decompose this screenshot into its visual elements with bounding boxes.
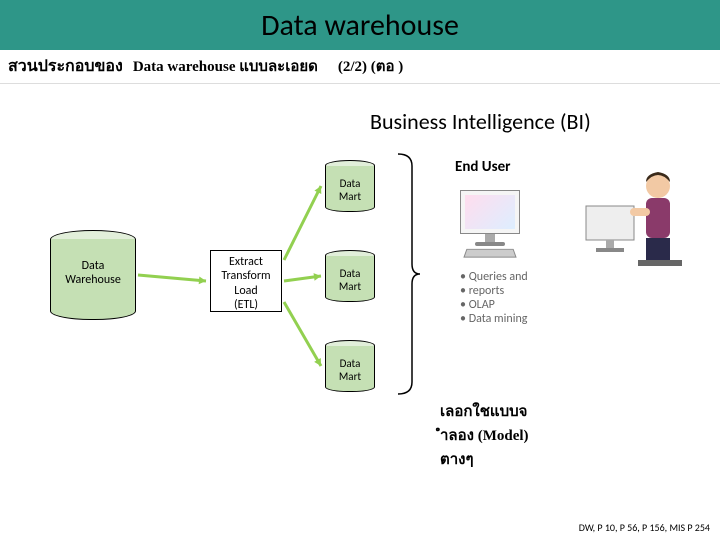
keyboard	[463, 249, 516, 258]
footer-citation: DW, P 10, P 56, P 156, MIS P 254	[579, 521, 710, 534]
subtitle-part-c: (2/2) (ตอ )	[338, 54, 403, 78]
person-arm	[630, 208, 650, 216]
arrows-svg	[0, 150, 420, 410]
end-user-label: End User	[455, 158, 510, 176]
bullet-item: reports	[460, 284, 528, 298]
person-monitor-stand	[606, 240, 614, 248]
screen-content	[465, 195, 515, 229]
person-body	[646, 198, 670, 238]
bullet-item: OLAP	[460, 298, 528, 312]
bi-heading: Business Intelligence (BI)	[370, 108, 591, 135]
bullet-item: Queries and	[460, 270, 528, 284]
model-line: ตางๆ	[440, 448, 529, 472]
page-title: Data warehouse	[261, 7, 459, 44]
monitor-stand	[485, 234, 495, 242]
person-legs	[646, 238, 670, 262]
title-bar: Data warehouse	[0, 0, 720, 50]
monitor-base	[475, 242, 505, 246]
monitor-screen	[460, 190, 520, 234]
subtitle-part-a: สวนประกอบของ	[8, 54, 123, 79]
person-chair	[638, 260, 682, 266]
person-illustration	[580, 160, 690, 290]
monitor-illustration	[460, 190, 520, 258]
bullet-item: Data mining	[460, 312, 528, 326]
diagram-canvas: DataWarehouse ExtractTransformLoad(ETL) …	[0, 150, 720, 490]
person-monitor-base	[596, 248, 624, 252]
bi-bracket	[398, 150, 422, 408]
model-line: เลอกใชแบบจ	[440, 400, 529, 424]
bi-bullets: Queries andreportsOLAPData mining	[460, 270, 528, 326]
subtitle-bar: สวนประกอบของ Data warehouse แบบละเอยด (2…	[0, 50, 720, 84]
model-text: เลอกใชแบบจำลอง (Model)ตางๆ	[440, 400, 529, 472]
model-line: ำลอง (Model)	[440, 424, 529, 448]
person-monitor	[586, 206, 634, 240]
subtitle-part-b: Data warehouse แบบละเอยด	[133, 54, 318, 78]
